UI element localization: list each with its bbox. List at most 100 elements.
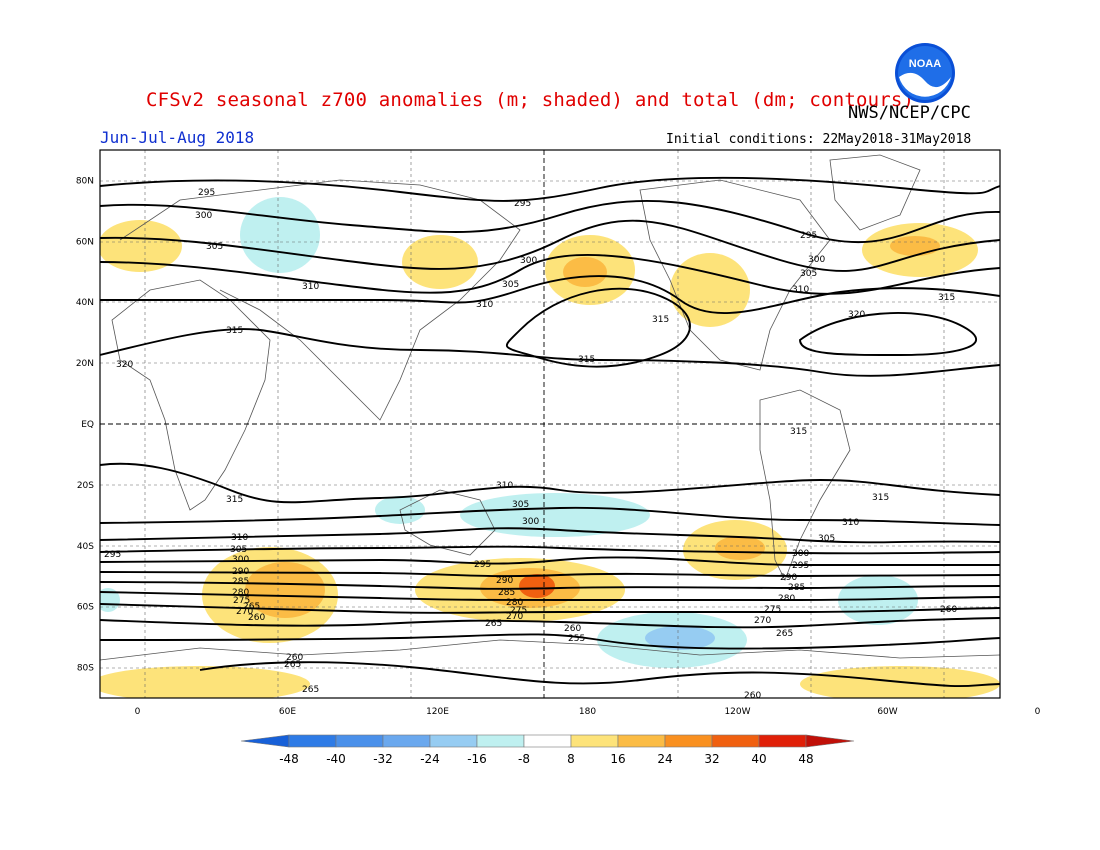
contour-label: 315 [652, 315, 669, 325]
contour-label: 275 [233, 596, 250, 606]
contour-label: 295 [514, 199, 531, 209]
contour-label: 260 [744, 691, 761, 701]
colorbar-swatch [523, 734, 572, 748]
logo-text: NOAA [909, 58, 941, 70]
latitude-tick-label: 20N [76, 359, 94, 369]
contour-label: 295 [800, 231, 817, 241]
longitude-tick-labels: 0 60E 120E 180 120W 60W 0 [135, 707, 1041, 717]
contour-label: 260 [286, 653, 303, 663]
longitude-tick-label: 120E [426, 707, 449, 717]
contour-label: 295 [792, 561, 809, 571]
agency-label: NWS/NCEP/CPC [848, 103, 971, 123]
colorbar-swatch [570, 734, 619, 748]
contour-label: 310 [792, 285, 809, 295]
longitude-tick-label: 0 [135, 707, 141, 717]
colorbar-label: -8 [518, 752, 530, 766]
colorbar-label: -40 [326, 752, 346, 766]
colorbar-label: 48 [798, 752, 813, 766]
colorbar-label: 40 [751, 752, 766, 766]
colorbar-swatch [805, 734, 855, 748]
contour-label: 285 [232, 577, 249, 587]
contour-label: 320 [116, 360, 133, 370]
anomaly-positive-region [670, 253, 750, 327]
contour-label: 275 [510, 606, 527, 616]
contour-label: 310 [496, 481, 513, 491]
contour-label: 305 [818, 534, 835, 544]
colorbar-swatch [288, 734, 337, 748]
anomaly-negative-region [645, 626, 715, 650]
anomaly-positive-region [890, 236, 940, 256]
contour-label: 315 [872, 493, 889, 503]
reference-lines [100, 150, 1000, 698]
anomaly-positive-region [402, 235, 478, 289]
colorbar-swatch [476, 734, 525, 748]
contour-label: 265 [284, 660, 301, 670]
latitude-tick-label: EQ [81, 420, 94, 430]
latitude-tick-label: 20S [77, 481, 94, 491]
contour-label: 280 [232, 588, 249, 598]
colorbar-label: 8 [567, 752, 575, 766]
colorbar-swatch [617, 734, 666, 748]
latitude-tick-label: 40S [77, 542, 94, 552]
contour-label: 275 [764, 605, 781, 615]
contour-label: 300 [520, 256, 537, 266]
contour-label: 280 [506, 598, 523, 608]
contour-label: 320 [848, 310, 865, 320]
contour-labels: 295 300 305 310 315 320 295 300 305 310 … [104, 188, 957, 701]
contour-label: 295 [198, 188, 215, 198]
colorbar-label: 24 [657, 752, 672, 766]
colorbar-label: 16 [610, 752, 625, 766]
latitude-tick-label: 60N [76, 237, 94, 247]
colorbar-swatch [711, 734, 760, 748]
latitude-tick-label: 80S [77, 664, 94, 674]
contour-label: 270 [754, 616, 771, 626]
contour-label: 315 [226, 326, 243, 336]
colorbar-swatch [429, 734, 478, 748]
contour-label: 310 [302, 282, 319, 292]
contour-label: 305 [206, 242, 223, 252]
height-contours [100, 176, 1000, 688]
longitude-tick-label: 120W [724, 707, 750, 717]
contour-label: 290 [780, 573, 797, 583]
contour-label: 305 [230, 545, 247, 555]
contour-label: 295 [474, 560, 491, 570]
colorbar-swatch [758, 734, 807, 748]
contour-label: 255 [568, 634, 585, 644]
contour-label: 285 [498, 588, 515, 598]
contour-label: 305 [512, 500, 529, 510]
map-frame [99, 149, 1001, 699]
longitude-tick-label: 180 [579, 707, 596, 717]
anomaly-positive-region [100, 220, 182, 272]
contour-label: 315 [578, 355, 595, 365]
contour-label: 280 [778, 594, 795, 604]
season-label: Jun-Jul-Aug 2018 [100, 128, 255, 147]
contour-label: 270 [506, 612, 523, 622]
contour-label: 265 [776, 629, 793, 639]
contour-label: 315 [226, 495, 243, 505]
colorbar-swatch [382, 734, 431, 748]
contour-label: 265 [485, 619, 502, 629]
latitude-tick-label: 80N [76, 176, 94, 186]
contour-label: 265 [243, 602, 260, 612]
anomaly-positive-region [563, 257, 607, 287]
contour-label: 295 [104, 550, 121, 560]
colorbar-label: -32 [373, 752, 393, 766]
anomaly-positive-region [519, 574, 555, 598]
contour-label: 310 [842, 518, 859, 528]
colorbar-swatch [240, 734, 290, 748]
latitude-tick-labels: 80N 60N 40N 20N EQ 20S 40S 60S 80S [76, 176, 94, 673]
latitude-tick-label: 60S [77, 603, 94, 613]
anomaly-negative-region [100, 588, 120, 612]
longitude-tick-label: 60W [877, 707, 897, 717]
contour-label: 290 [496, 576, 513, 586]
contour-label: 285 [788, 583, 805, 593]
contour-label: 260 [564, 624, 581, 634]
contour-label: 300 [792, 549, 809, 559]
anomaly-positive-region [100, 666, 310, 698]
anomaly-negative-region [460, 493, 650, 537]
colorbar-label: -16 [467, 752, 487, 766]
contour-label: 305 [800, 269, 817, 279]
map-title: CFSv2 seasonal z700 anomalies (m; shaded… [146, 89, 915, 111]
contour-label: 310 [231, 533, 248, 543]
